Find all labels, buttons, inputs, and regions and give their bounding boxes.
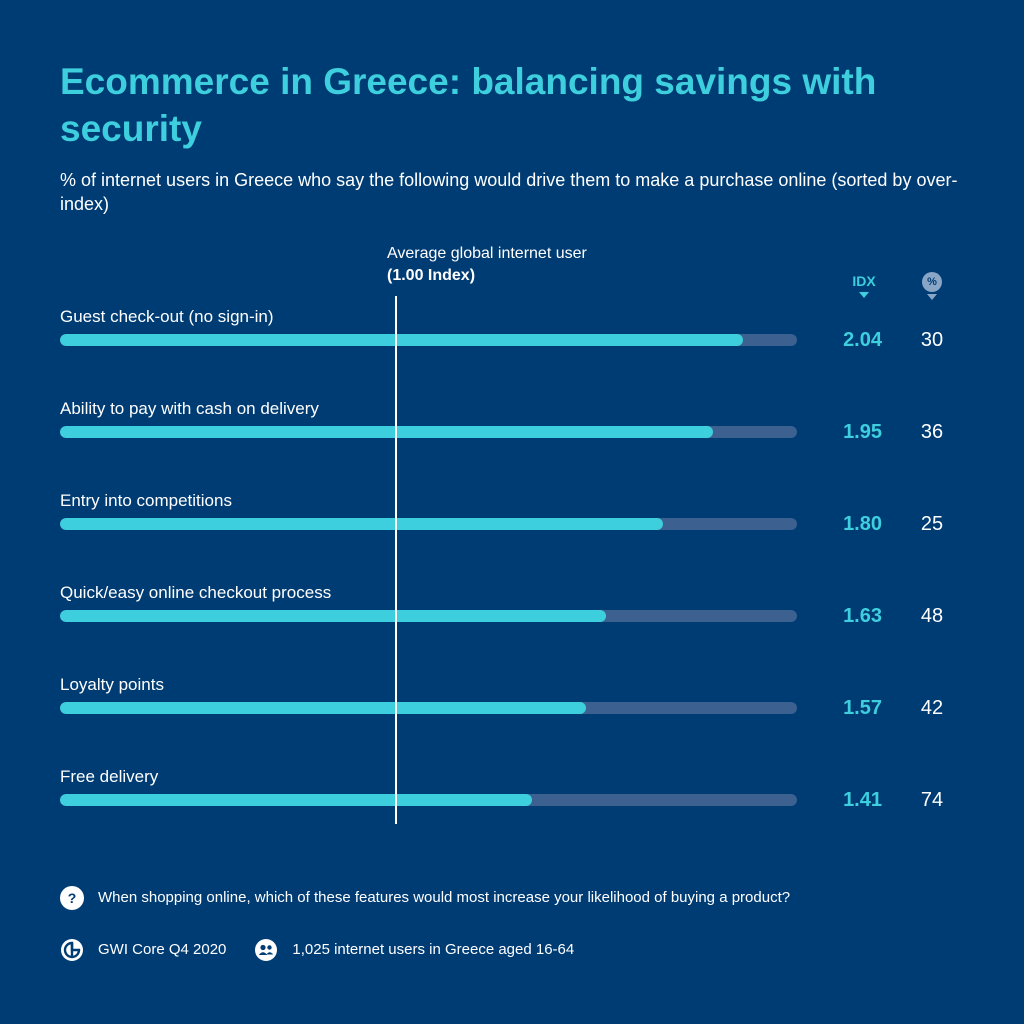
bar-label: Quick/easy online checkout process (60, 583, 332, 602)
idx-value: 1.63 (843, 605, 882, 627)
idx-column-header: IDX (834, 272, 894, 298)
pct-value: 42 (920, 697, 944, 719)
bar (60, 426, 713, 438)
gwi-logo-icon (61, 939, 83, 961)
sample-text: 1,025 internet users in Greece aged 16-6… (292, 941, 575, 958)
bar (60, 334, 743, 346)
bar (60, 610, 606, 622)
bar-track (60, 794, 797, 806)
chart-subtitle: % of internet users in Greece who say th… (60, 170, 958, 214)
question-mark-icon: ? (60, 886, 84, 910)
bar-label: Loyalty points (60, 675, 164, 694)
pct-column-header: % (902, 272, 962, 300)
bar-label: Entry into competitions (60, 491, 232, 510)
reference-label: Average global internet user (1.00 Index… (387, 243, 587, 287)
bar-track (60, 518, 797, 530)
idx-header-label: IDX (852, 273, 876, 289)
chart-title: Ecommerce in Greece: balancing savings w… (60, 61, 877, 149)
bar (60, 794, 532, 806)
sort-down-icon (859, 292, 869, 298)
idx-value: 2.04 (843, 329, 882, 351)
footer-question: ? When shopping online, which of these f… (60, 886, 790, 910)
bar-track (60, 702, 797, 714)
sample-item: 1,025 internet users in Greece aged 16-6… (254, 938, 574, 962)
pct-value: 30 (920, 329, 944, 351)
pct-value: 36 (920, 421, 944, 443)
pct-value: 74 (920, 789, 944, 811)
people-icon (255, 939, 278, 961)
source-text: GWI Core Q4 2020 (98, 941, 227, 958)
bar-label: Ability to pay with cash on delivery (60, 399, 319, 418)
idx-value: 1.41 (843, 789, 882, 811)
pct-value: 25 (920, 513, 944, 535)
reference-index-text: (1.00 Index) (387, 267, 476, 284)
question-text: When shopping online, which of these fea… (98, 889, 791, 906)
pointer-down-icon (927, 294, 937, 300)
pct-value: 48 (920, 605, 944, 627)
bar-track (60, 610, 797, 622)
bar-track (60, 334, 797, 346)
footer-meta: GWI Core Q4 2020 1,025 internet users in… (60, 938, 602, 962)
reference-label-text: Average global internet user (387, 245, 587, 262)
bar (60, 518, 663, 530)
idx-value: 1.80 (843, 513, 882, 535)
bar-track (60, 426, 797, 438)
reference-line (395, 296, 397, 824)
idx-value: 1.57 (843, 697, 882, 719)
idx-value: 1.95 (843, 421, 882, 443)
source-item: GWI Core Q4 2020 (60, 938, 226, 962)
percent-badge-icon: % (922, 272, 942, 292)
bar (60, 702, 586, 714)
bar-label: Guest check-out (no sign-in) (60, 307, 274, 326)
bar-label: Free delivery (60, 767, 159, 786)
